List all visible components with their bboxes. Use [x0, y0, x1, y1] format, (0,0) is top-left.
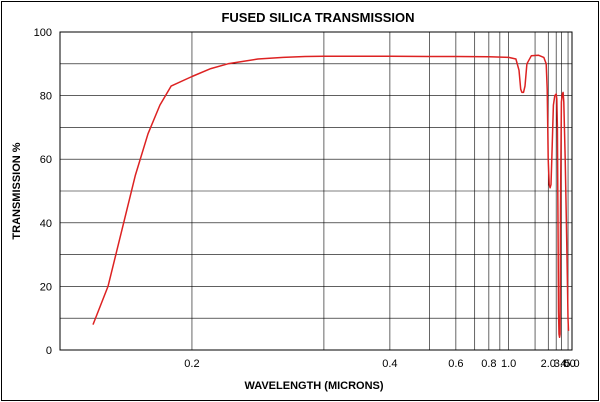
transmission-curve	[92, 54, 570, 339]
x-tick-label: 3.0	[554, 358, 569, 370]
x-tick-label: 5.0	[564, 358, 579, 370]
x-tick-label: 0.8	[481, 358, 496, 370]
x-tick-label: 0.6	[448, 358, 463, 370]
grid	[60, 32, 572, 350]
y-tick-labels: 0 20 40 60 80 100	[34, 27, 52, 357]
y-tick-label: 0	[46, 345, 52, 357]
y-tick-label: 40	[40, 218, 52, 230]
y-tick-label: 100	[34, 27, 52, 39]
x-axis-label: WAVELENGTH (MICRONS)	[244, 380, 383, 392]
x-tick-label: 0.4	[382, 358, 397, 370]
plot-area	[59, 31, 573, 351]
y-axis-label: TRANSMISSION %	[11, 142, 23, 239]
x-tick-label: 0.2	[184, 358, 199, 370]
x-tick-labels: 0.2 0.4 0.6 0.8 1.0 2.03.04.05.0	[184, 358, 579, 370]
chart-title: FUSED SILICA TRANSMISSION	[221, 10, 414, 25]
y-tick-label: 60	[40, 154, 52, 166]
y-tick-label: 20	[40, 281, 52, 293]
y-tick-label: 80	[40, 91, 52, 103]
x-tick-label: 2.0	[541, 358, 556, 370]
x-tick-label: 4.0	[560, 358, 575, 370]
x-tick-label: 1.0	[501, 358, 516, 370]
